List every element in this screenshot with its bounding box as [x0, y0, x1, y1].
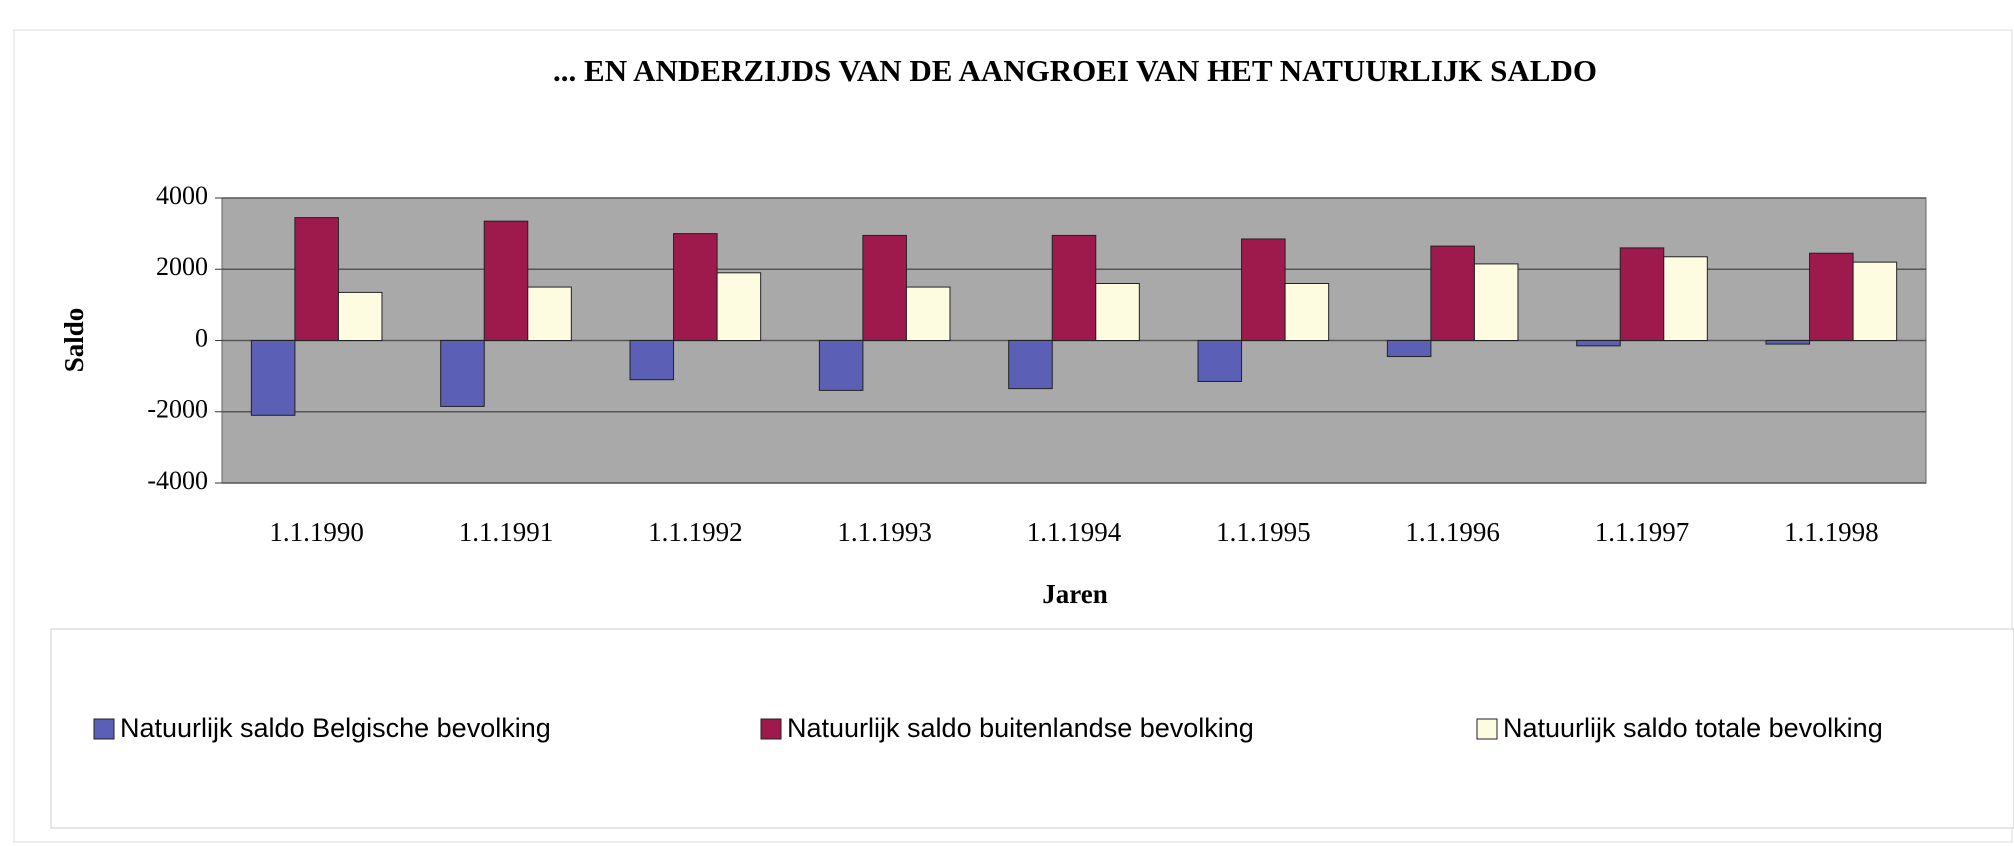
bar	[1663, 256, 1708, 341]
bar	[250, 340, 296, 416]
x-tick-label: 1.1.1990	[269, 517, 364, 547]
bar	[1619, 247, 1665, 341]
bar	[483, 220, 529, 341]
bar	[1051, 234, 1097, 341]
y-tick-label: 4000	[156, 181, 208, 210]
y-tick-label: 0	[195, 323, 208, 352]
chart-title: ... EN ANDERZIJDS VAN DE AANGROEI VAN HE…	[553, 53, 1597, 88]
x-tick-label: 1.1.1998	[1784, 517, 1879, 547]
bar	[1284, 283, 1330, 341]
y-tick-label: 2000	[156, 252, 208, 281]
bar	[862, 234, 907, 341]
x-tick-label: 1.1.1997	[1595, 517, 1690, 547]
x-tick-label: 1.1.1991	[459, 517, 554, 547]
legend-label: Natuurlijk saldo totale bevolking	[1503, 713, 1883, 743]
bar	[1386, 340, 1432, 358]
bar	[1197, 340, 1243, 382]
bar	[1008, 340, 1053, 390]
bar	[1852, 261, 1898, 341]
y-tick-label: -4000	[147, 466, 208, 495]
bar	[905, 286, 951, 341]
bar	[1473, 263, 1519, 341]
x-axis-label: Jaren	[1042, 579, 1108, 609]
x-tick-label: 1.1.1994	[1027, 517, 1122, 547]
bar	[818, 340, 864, 391]
bar	[527, 286, 572, 341]
bar	[1809, 252, 1854, 341]
bar	[1430, 245, 1475, 341]
legend-label: Natuurlijk saldo Belgische bevolking	[120, 713, 551, 743]
bar	[440, 340, 485, 407]
bar	[1576, 340, 1621, 347]
x-tick-label: 1.1.1995	[1216, 517, 1311, 547]
bar	[294, 217, 339, 341]
legend-swatch	[1476, 718, 1498, 740]
bar	[337, 291, 383, 341]
legend-swatch	[760, 718, 782, 740]
x-tick-label: 1.1.1996	[1405, 517, 1500, 547]
legend-swatch	[93, 718, 115, 740]
bar	[1765, 340, 1811, 345]
x-tick-label: 1.1.1993	[837, 517, 932, 547]
bar	[716, 272, 762, 341]
y-axis-label: Saldo	[59, 308, 89, 373]
y-tick-label: -2000	[147, 395, 208, 424]
bar	[673, 233, 718, 341]
bar	[1241, 238, 1286, 341]
legend-label: Natuurlijk saldo buitenlandse bevolking	[787, 713, 1254, 743]
bar	[629, 340, 675, 381]
x-tick-label: 1.1.1992	[648, 517, 743, 547]
legend-box	[50, 628, 2014, 829]
bar	[1095, 283, 1140, 341]
